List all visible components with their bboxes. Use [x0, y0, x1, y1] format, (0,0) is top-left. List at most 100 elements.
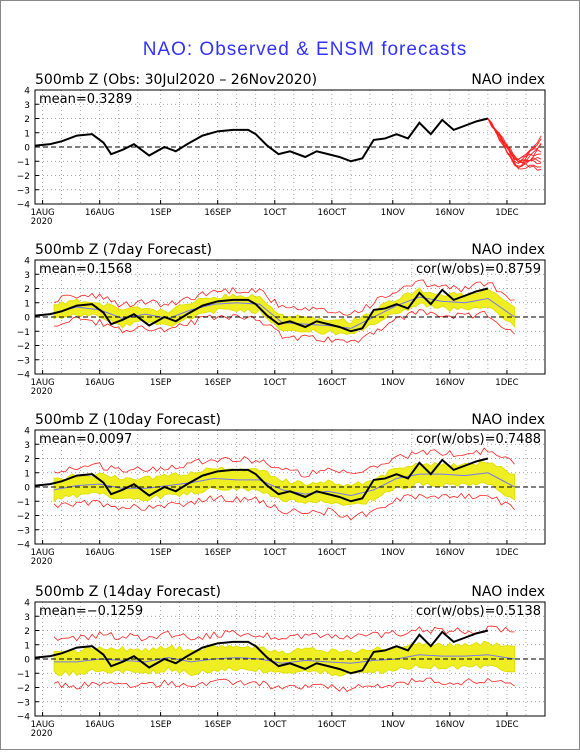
- y-tick-label: 1: [24, 641, 30, 651]
- x-tick-label: 16AUG: [85, 208, 114, 218]
- mean-label: mean=0.1568: [39, 262, 132, 277]
- y-tick-label: 3: [24, 271, 30, 281]
- ensemble-mean-line: [53, 472, 515, 497]
- x-tick-label: 16OCT: [318, 720, 347, 730]
- y-tick-label: −2: [17, 684, 30, 694]
- y-tick-label: 3: [24, 441, 30, 451]
- y-tick-label: 4: [24, 257, 30, 267]
- x-tick-label: 1DEC: [495, 720, 518, 730]
- y-tick-label: −1: [17, 158, 30, 168]
- x-tick-label: 1NOV: [381, 208, 405, 218]
- x-tick-year-label: 2020: [31, 217, 53, 227]
- x-tick-label: 1AUG: [31, 208, 55, 218]
- x-tick-label: 1OCT: [263, 208, 287, 218]
- panel-right-title: NAO index: [471, 584, 545, 600]
- y-tick-label: −4: [17, 713, 31, 723]
- ensemble-lower-envelope: [54, 309, 515, 344]
- mean-label: mean=−0.1259: [39, 604, 143, 619]
- y-tick-label: 1: [24, 299, 30, 309]
- x-tick-label: 16AUG: [85, 548, 114, 558]
- x-tick-label: 16NOV: [435, 208, 465, 218]
- panel-title: 500mb Z (Obs: 30Jul2020 – 26Nov2020): [35, 72, 317, 88]
- y-tick-label: 1: [24, 469, 30, 479]
- forecast-member-line: [487, 118, 542, 169]
- plot-area: [35, 447, 545, 521]
- observed-nao-line: [35, 117, 489, 163]
- panel-title: 500mb Z (7day Forecast): [35, 242, 212, 258]
- x-tick-label: 1AUG: [31, 378, 55, 388]
- x-tick-year-label: 2020: [31, 729, 53, 739]
- y-tick-label: 0: [24, 144, 30, 154]
- x-tick-label: 1SEP: [150, 378, 171, 388]
- ensemble-mean-line: [54, 654, 515, 664]
- y-tick-label: 2: [24, 455, 30, 465]
- forecast-member-line: [487, 118, 542, 161]
- panel-right-title: NAO index: [471, 72, 545, 88]
- plot-frame: [34, 259, 546, 375]
- y-tick-label: −4: [17, 371, 31, 381]
- plot-area: [35, 117, 545, 171]
- ensemble-upper-envelope: [53, 447, 515, 478]
- x-tick-label: 16NOV: [435, 720, 465, 730]
- y-tick-label: −2: [17, 172, 30, 182]
- x-tick-label: 16SEP: [204, 720, 231, 730]
- panel-2: 500mb Z (7day Forecast) NAO index −4 −3 −2 −1…: [17, 242, 546, 397]
- y-tick-label: 3: [24, 101, 30, 111]
- x-tick-label: 1NOV: [381, 548, 405, 558]
- correlation-label: cor(w/obs)=0.8759: [416, 262, 541, 277]
- chart-panels: 500mb Z (Obs: 30Jul2020 – 26Nov2020) NAO …: [17, 72, 546, 739]
- ensemble-upper-envelope: [53, 279, 515, 316]
- y-tick-label: −1: [17, 328, 30, 338]
- x-tick-label: 16AUG: [85, 378, 114, 388]
- plot-frame: [34, 89, 546, 205]
- y-tick-label: −3: [17, 526, 30, 536]
- x-tick-label: 1SEP: [150, 720, 171, 730]
- plot-area: [35, 625, 545, 692]
- x-tick-label: 16SEP: [204, 208, 231, 218]
- x-tick-label: 1AUG: [31, 548, 55, 558]
- panel-4: 500mb Z (14day Forecast) NAO index −4 −3 −2 −…: [17, 584, 546, 739]
- x-tick-label: 1DEC: [495, 208, 518, 218]
- x-tick-label: 1DEC: [495, 548, 518, 558]
- panel-3: 500mb Z (10day Forecast) NAO index −4 −3 −2 −…: [17, 412, 546, 567]
- x-tick-label: 1NOV: [381, 720, 405, 730]
- mean-label: mean=0.0097: [39, 432, 132, 447]
- x-tick-label: 1DEC: [495, 378, 518, 388]
- panel-right-title: NAO index: [471, 412, 545, 428]
- mean-label: mean=0.3289: [39, 92, 132, 107]
- ensemble-spread-band: [53, 461, 515, 506]
- x-tick-label: 1OCT: [263, 548, 287, 558]
- y-tick-label: −2: [17, 512, 30, 522]
- x-tick-label: 16OCT: [318, 378, 347, 388]
- y-tick-label: 0: [24, 484, 30, 494]
- x-tick-year-label: 2020: [31, 387, 53, 397]
- correlation-label: cor(w/obs)=0.7488: [416, 432, 541, 447]
- plot-area: [35, 279, 545, 344]
- x-tick-label: 1SEP: [150, 548, 171, 558]
- panel-title: 500mb Z (14day Forecast): [35, 584, 221, 600]
- y-tick-label: −2: [17, 342, 30, 352]
- y-tick-label: 2: [24, 627, 30, 637]
- y-tick-label: 4: [24, 427, 30, 437]
- y-tick-label: 0: [24, 656, 30, 666]
- ensemble-lower-envelope: [53, 677, 515, 692]
- panel-right-title: NAO index: [471, 242, 545, 258]
- y-tick-label: −3: [17, 356, 30, 366]
- panel-title: 500mb Z (10day Forecast): [35, 412, 221, 428]
- y-tick-label: 3: [24, 613, 30, 623]
- panel-1: 500mb Z (Obs: 30Jul2020 – 26Nov2020) NAO …: [17, 72, 546, 227]
- ensemble-lower-envelope: [53, 492, 515, 521]
- x-tick-label: 1NOV: [381, 378, 405, 388]
- x-tick-label: 16SEP: [204, 378, 231, 388]
- ensemble-upper-envelope: [53, 625, 515, 642]
- correlation-label: cor(w/obs)=0.5138: [416, 604, 541, 619]
- y-tick-label: −1: [17, 670, 30, 680]
- x-tick-label: 1AUG: [31, 720, 55, 730]
- observed-nao-line: [35, 287, 489, 333]
- x-tick-label: 16NOV: [435, 548, 465, 558]
- y-tick-label: 2: [24, 115, 30, 125]
- ensemble-spread-band: [53, 287, 515, 336]
- y-tick-label: −4: [17, 541, 31, 551]
